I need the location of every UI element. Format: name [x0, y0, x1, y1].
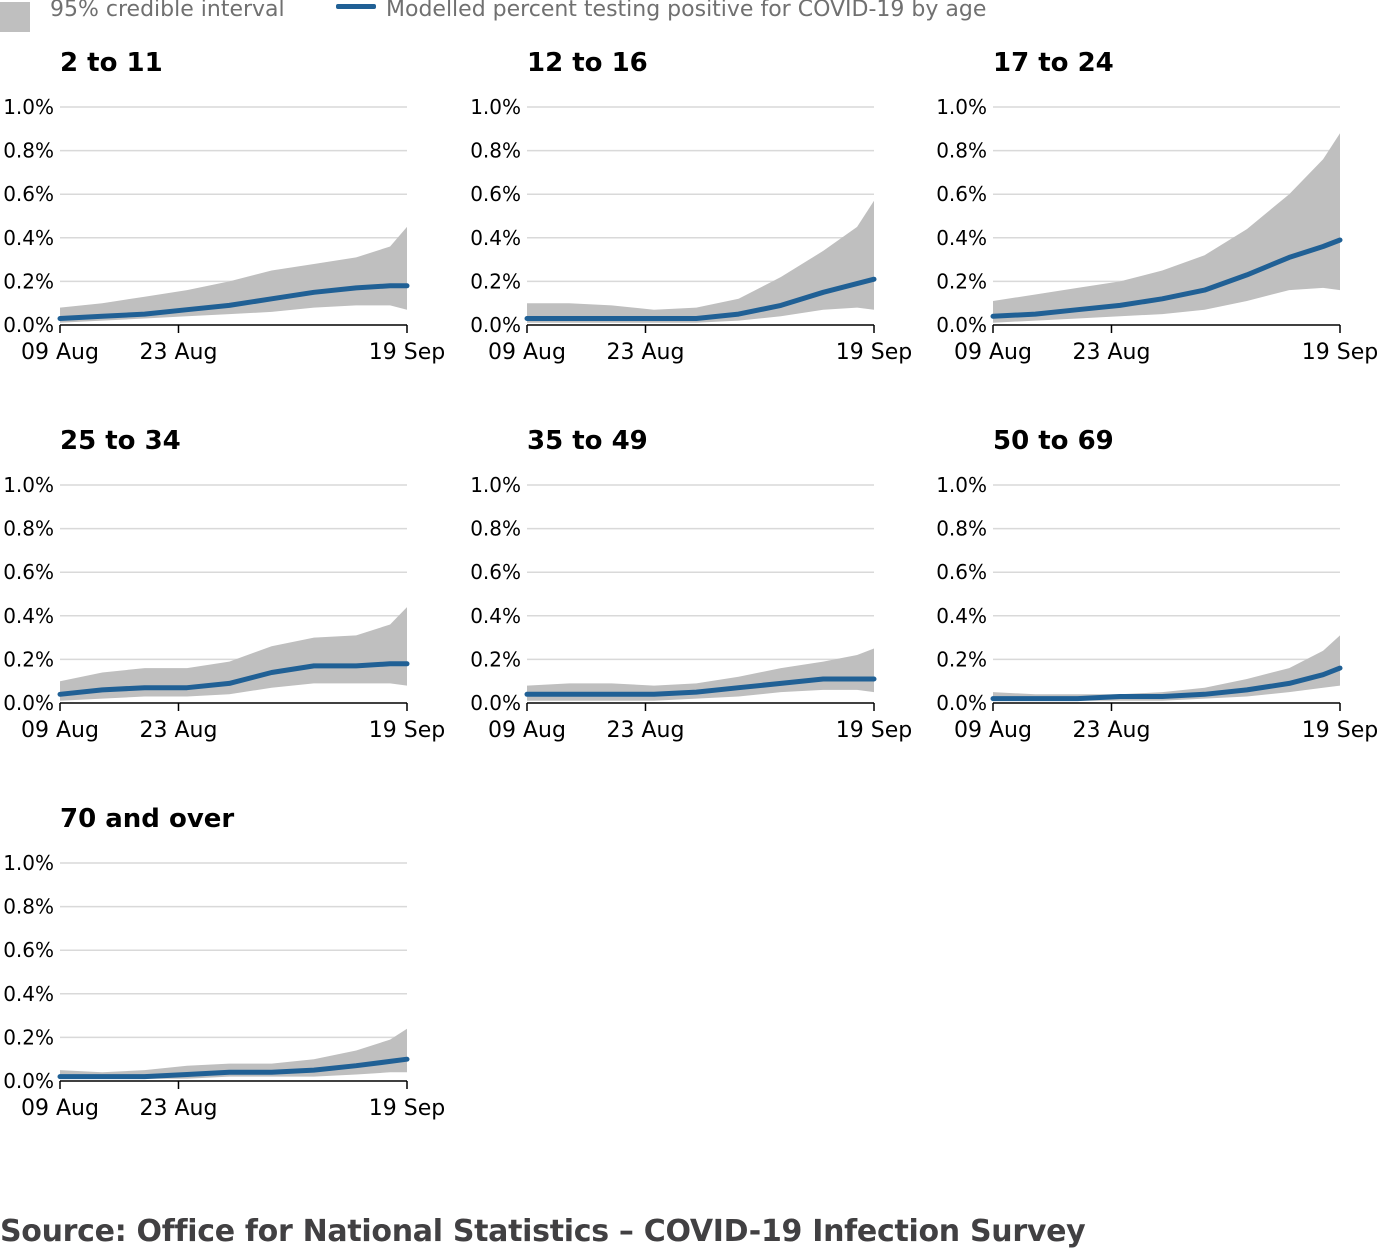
- x-tick-label: 23 Aug: [1073, 718, 1151, 743]
- y-tick-label: 0.8%: [3, 517, 54, 541]
- panel-title: 35 to 49: [527, 426, 648, 456]
- x-tick-label: 09 Aug: [954, 718, 1032, 743]
- modelled-line: [57, 283, 410, 321]
- y-tick-label: 0.6%: [3, 182, 54, 206]
- y-tick-label: 0.2%: [470, 269, 521, 293]
- y-tick-label: 0.8%: [3, 139, 54, 163]
- y-tick-label: 0.6%: [3, 938, 54, 962]
- credible-interval-band: [527, 200, 874, 323]
- y-tick-label: 0.4%: [3, 226, 54, 250]
- y-tick-label: 0.8%: [470, 517, 521, 541]
- x-tick-label: 23 Aug: [140, 340, 218, 365]
- y-tick-label: 1.0%: [470, 95, 521, 119]
- x-tick-label: 19 Sep: [836, 340, 912, 365]
- chart-panel: 2 to 11 0.0% 0.2% 0.4% 0.6% 0.8% 1.0% 09 Aug 23 …: [3, 48, 445, 365]
- y-tick-label: 0.0%: [470, 313, 521, 337]
- credible-interval-band: [527, 648, 874, 701]
- y-tick-label: 0.0%: [3, 1069, 54, 1093]
- chart-panel: 50 to 69 0.0% 0.2% 0.4% 0.6% 0.8% 1.0% 09 Aug 23…: [936, 426, 1377, 743]
- source-note: Source: Office for National Statistics –…: [0, 1214, 1086, 1249]
- y-tick-label: 0.4%: [470, 226, 521, 250]
- y-tick-label: 1.0%: [936, 473, 987, 497]
- y-tick-label: 0.8%: [3, 895, 54, 919]
- modelled-line: [57, 661, 410, 697]
- panel-title: 25 to 34: [60, 426, 181, 456]
- credible-interval-band: [993, 635, 1340, 701]
- y-tick-label: 0.8%: [470, 139, 521, 163]
- x-tick-label: 19 Sep: [369, 718, 445, 743]
- chart-panel: 25 to 34 0.0% 0.2% 0.4% 0.6% 0.8% 1.0% 09 Aug 23…: [3, 426, 445, 743]
- y-tick-label: 0.2%: [936, 269, 987, 293]
- y-tick-label: 0.2%: [3, 647, 54, 671]
- panel-title: 50 to 69: [993, 426, 1114, 456]
- x-tick-label: 09 Aug: [488, 718, 566, 743]
- chart-panel: 17 to 24 0.0% 0.2% 0.4% 0.6% 0.8% 1.0% 09 Aug 23…: [936, 48, 1377, 365]
- chart-panel: 70 and over 0.0% 0.2% 0.4% 0.6% 0.8% 1.0% 09 Au…: [3, 804, 445, 1121]
- y-tick-label: 1.0%: [3, 95, 54, 119]
- y-tick-label: 0.2%: [3, 1025, 54, 1049]
- chart-panel: 12 to 16 0.0% 0.2% 0.4% 0.6% 0.8% 1.0% 09 Aug 23…: [470, 48, 912, 365]
- x-tick-label: 23 Aug: [140, 718, 218, 743]
- y-tick-label: 0.2%: [936, 647, 987, 671]
- x-tick-label: 19 Sep: [1302, 340, 1377, 365]
- modelled-line: [524, 676, 877, 697]
- x-tick-label: 19 Sep: [369, 1096, 445, 1121]
- x-tick-label: 23 Aug: [607, 340, 685, 365]
- x-tick-label: 09 Aug: [488, 340, 566, 365]
- legend-interval-label: 95% credible interval: [50, 0, 285, 22]
- y-tick-label: 0.6%: [936, 182, 987, 206]
- y-tick-label: 1.0%: [3, 851, 54, 875]
- y-tick-label: 0.6%: [470, 182, 521, 206]
- panel-title: 70 and over: [60, 804, 234, 834]
- y-tick-label: 0.4%: [936, 604, 987, 628]
- x-tick-label: 23 Aug: [140, 1096, 218, 1121]
- y-tick-label: 0.0%: [936, 691, 987, 715]
- panel-title: 12 to 16: [527, 48, 648, 78]
- credible-interval-band: [60, 226, 407, 323]
- y-tick-label: 0.0%: [3, 313, 54, 337]
- y-tick-label: 0.4%: [3, 982, 54, 1006]
- y-tick-label: 0.8%: [936, 139, 987, 163]
- modelled-line: [57, 1056, 410, 1080]
- x-tick-label: 19 Sep: [1302, 718, 1377, 743]
- x-tick-label: 09 Aug: [21, 1096, 99, 1121]
- legend-interval-swatch: [0, 2, 30, 32]
- y-tick-label: 0.8%: [936, 517, 987, 541]
- credible-interval-band: [60, 607, 407, 701]
- legend-line-swatch: [336, 4, 376, 9]
- x-tick-label: 23 Aug: [1073, 340, 1151, 365]
- credible-interval-band: [60, 1028, 407, 1079]
- small-multiples-chart: 2 to 11 0.0% 0.2% 0.4% 0.6% 0.8% 1.0% 09 Aug 23 …: [3, 48, 1377, 1121]
- x-tick-label: 19 Sep: [836, 718, 912, 743]
- x-tick-label: 09 Aug: [954, 340, 1032, 365]
- y-tick-label: 1.0%: [3, 473, 54, 497]
- modelled-line: [524, 276, 877, 321]
- y-tick-label: 0.2%: [470, 647, 521, 671]
- modelled-line: [990, 237, 1343, 319]
- panel-title: 2 to 11: [60, 48, 163, 78]
- legend-line-label: Modelled percent testing positive for CO…: [386, 0, 987, 22]
- y-tick-label: 0.4%: [936, 226, 987, 250]
- y-tick-label: 0.6%: [3, 560, 54, 584]
- y-tick-label: 0.6%: [470, 560, 521, 584]
- y-tick-label: 0.0%: [470, 691, 521, 715]
- y-tick-label: 1.0%: [470, 473, 521, 497]
- x-tick-label: 23 Aug: [607, 718, 685, 743]
- y-tick-label: 1.0%: [936, 95, 987, 119]
- panel-title: 17 to 24: [993, 48, 1114, 78]
- x-tick-label: 19 Sep: [369, 340, 445, 365]
- y-tick-label: 0.6%: [936, 560, 987, 584]
- chart-legend: 95% credible interval Modelled percent t…: [0, 0, 1377, 32]
- x-tick-label: 09 Aug: [21, 718, 99, 743]
- y-tick-label: 0.2%: [3, 269, 54, 293]
- x-tick-label: 09 Aug: [21, 340, 99, 365]
- y-tick-label: 0.0%: [936, 313, 987, 337]
- chart-panel: 35 to 49 0.0% 0.2% 0.4% 0.6% 0.8% 1.0% 09 Aug 23…: [470, 426, 912, 743]
- y-tick-label: 0.4%: [470, 604, 521, 628]
- y-tick-label: 0.4%: [3, 604, 54, 628]
- credible-interval-band: [993, 133, 1340, 323]
- modelled-line: [990, 665, 1343, 702]
- y-tick-label: 0.0%: [3, 691, 54, 715]
